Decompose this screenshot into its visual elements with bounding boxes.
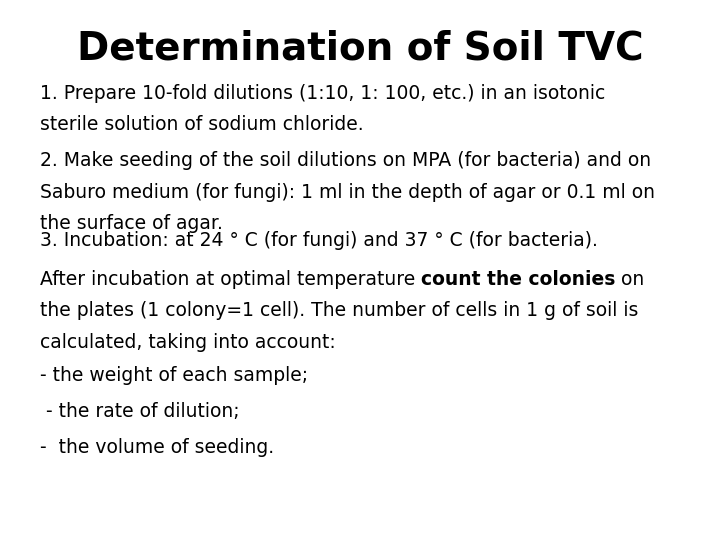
Text: Determination of Soil TVC: Determination of Soil TVC — [77, 30, 643, 68]
Text: 1. Prepare 10-fold dilutions (1:10, 1: 100, etc.) in an isotonic: 1. Prepare 10-fold dilutions (1:10, 1: 1… — [40, 84, 605, 103]
Text: 2. Make seeding of the soil dilutions on MPA (for bacteria) and on: 2. Make seeding of the soil dilutions on… — [40, 151, 651, 170]
Text: calculated, taking into account:: calculated, taking into account: — [40, 333, 336, 352]
Text: -  the volume of seeding.: - the volume of seeding. — [40, 438, 274, 457]
Text: Saburo medium (for fungi): 1 ml in the depth of agar or 0.1 ml on: Saburo medium (for fungi): 1 ml in the d… — [40, 183, 654, 201]
Text: sterile solution of sodium chloride.: sterile solution of sodium chloride. — [40, 115, 363, 134]
Text: the plates (1 colony=1 cell). The number of cells in 1 g of soil is: the plates (1 colony=1 cell). The number… — [40, 301, 638, 320]
Text: count the colonies: count the colonies — [421, 270, 615, 289]
Text: After incubation at optimal temperature: After incubation at optimal temperature — [40, 270, 421, 289]
Text: 3. Incubation: at 24 ° C (for fungi) and 37 ° C (for bacteria).: 3. Incubation: at 24 ° C (for fungi) and… — [40, 231, 598, 250]
Text: the surface of agar.: the surface of agar. — [40, 214, 222, 233]
Text: - the rate of dilution;: - the rate of dilution; — [40, 402, 239, 421]
Text: - the weight of each sample;: - the weight of each sample; — [40, 366, 307, 385]
Text: on: on — [615, 270, 644, 289]
